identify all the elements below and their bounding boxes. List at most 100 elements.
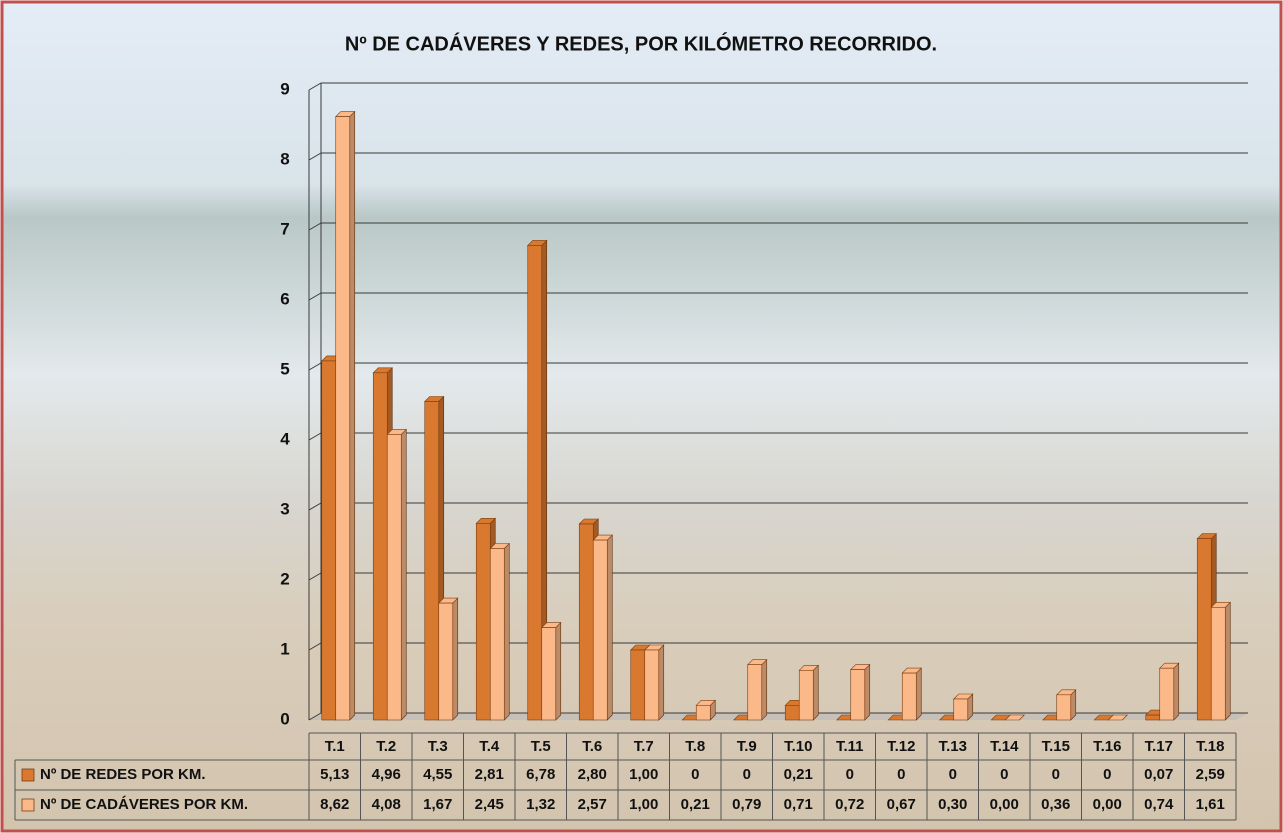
y-tick-label: 7 <box>280 219 289 238</box>
legend-label: Nº DE CADÁVERES POR KM. <box>40 796 248 813</box>
x-tick-label: T.17 <box>1145 738 1173 755</box>
bar <box>490 549 504 721</box>
legend-swatch <box>22 799 34 811</box>
bar <box>785 705 799 720</box>
y-tick-label: 8 <box>280 149 289 168</box>
value-label: 5,13 <box>320 766 349 783</box>
legend-swatch <box>22 769 34 781</box>
x-tick-label: T.6 <box>582 738 602 755</box>
bar-side <box>1174 663 1179 720</box>
bar <box>542 628 556 720</box>
value-label: 0 <box>897 766 905 783</box>
bar-side <box>865 665 870 720</box>
bar-side <box>813 665 818 720</box>
value-label: 8,62 <box>320 796 349 813</box>
value-label: 2,59 <box>1196 766 1225 783</box>
bar <box>439 603 453 720</box>
bar-side <box>1225 602 1230 720</box>
bar <box>1211 607 1225 720</box>
value-label: 4,08 <box>372 796 401 813</box>
value-label: 0,72 <box>835 796 864 813</box>
value-label: 1,00 <box>629 796 658 813</box>
bar-side <box>659 645 664 720</box>
value-label: 0 <box>1000 766 1008 783</box>
bar <box>696 705 710 720</box>
x-tick-label: T.18 <box>1196 738 1224 755</box>
bar <box>631 650 645 720</box>
value-label: 0 <box>691 766 699 783</box>
bar <box>799 670 813 720</box>
bar <box>528 245 542 720</box>
value-label: 1,00 <box>629 766 658 783</box>
bar-side <box>556 623 561 720</box>
value-label: 0 <box>949 766 957 783</box>
y-tick-label: 0 <box>280 709 289 728</box>
value-label: 0 <box>1052 766 1060 783</box>
value-label: 0,36 <box>1041 796 1070 813</box>
bar <box>579 524 593 720</box>
bar-side <box>504 544 509 721</box>
value-label: 0,07 <box>1144 766 1173 783</box>
bar <box>954 699 968 720</box>
x-tick-label: T.9 <box>737 738 757 755</box>
x-tick-label: T.5 <box>531 738 551 755</box>
chart-title: Nº DE CADÁVERES Y REDES, POR KILÓMETRO R… <box>345 31 937 55</box>
bar-side <box>762 660 767 720</box>
bar <box>1146 715 1160 720</box>
x-tick-label: T.12 <box>887 738 915 755</box>
value-label: 0 <box>743 766 751 783</box>
bar <box>902 673 916 720</box>
value-label: 2,57 <box>578 796 607 813</box>
bar-side <box>607 535 612 720</box>
value-label: 0,30 <box>938 796 967 813</box>
value-label: 4,55 <box>423 766 452 783</box>
y-tick-label: 5 <box>280 359 289 378</box>
x-tick-label: T.13 <box>939 738 967 755</box>
bar <box>1197 539 1211 720</box>
bar <box>748 665 762 720</box>
value-label: 0,74 <box>1144 796 1174 813</box>
x-tick-label: T.14 <box>990 738 1019 755</box>
bar <box>645 650 659 720</box>
x-tick-label: T.16 <box>1093 738 1121 755</box>
value-label: 6,78 <box>526 766 555 783</box>
legend-label: Nº DE REDES POR KM. <box>40 766 206 783</box>
x-tick-label: T.3 <box>428 738 448 755</box>
x-tick-label: T.8 <box>685 738 705 755</box>
y-tick-label: 1 <box>280 639 289 658</box>
value-label: 0,21 <box>784 766 813 783</box>
value-label: 0 <box>1103 766 1111 783</box>
bar-side <box>916 668 921 720</box>
bar-side <box>453 598 458 720</box>
x-tick-label: T.7 <box>634 738 654 755</box>
x-tick-label: T.2 <box>376 738 396 755</box>
x-tick-label: T.11 <box>836 738 864 755</box>
value-label: 0,71 <box>784 796 813 813</box>
value-label: 0,00 <box>990 796 1019 813</box>
bar <box>373 373 387 720</box>
y-tick-label: 6 <box>280 289 289 308</box>
value-label: 4,96 <box>372 766 401 783</box>
bar-side <box>350 112 355 720</box>
value-label: 0,21 <box>681 796 710 813</box>
bar <box>425 402 439 721</box>
x-tick-label: T.10 <box>784 738 812 755</box>
value-label: 0,67 <box>887 796 916 813</box>
y-tick-label: 3 <box>280 499 289 518</box>
x-tick-label: T.4 <box>479 738 500 755</box>
value-label: 1,32 <box>526 796 555 813</box>
value-label: 0 <box>846 766 854 783</box>
bar <box>851 670 865 720</box>
value-label: 2,45 <box>475 796 504 813</box>
value-label: 1,67 <box>423 796 452 813</box>
bar <box>476 523 490 720</box>
y-tick-label: 4 <box>280 429 290 448</box>
bar <box>322 361 336 720</box>
chart: Nº DE CADÁVERES Y REDES, POR KILÓMETRO R… <box>0 0 1283 833</box>
value-label: 2,81 <box>475 766 504 783</box>
value-label: 0,79 <box>732 796 761 813</box>
bar-side <box>401 429 406 720</box>
y-tick-label: 2 <box>280 569 289 588</box>
y-tick-label: 9 <box>280 79 289 98</box>
bar <box>387 434 401 720</box>
